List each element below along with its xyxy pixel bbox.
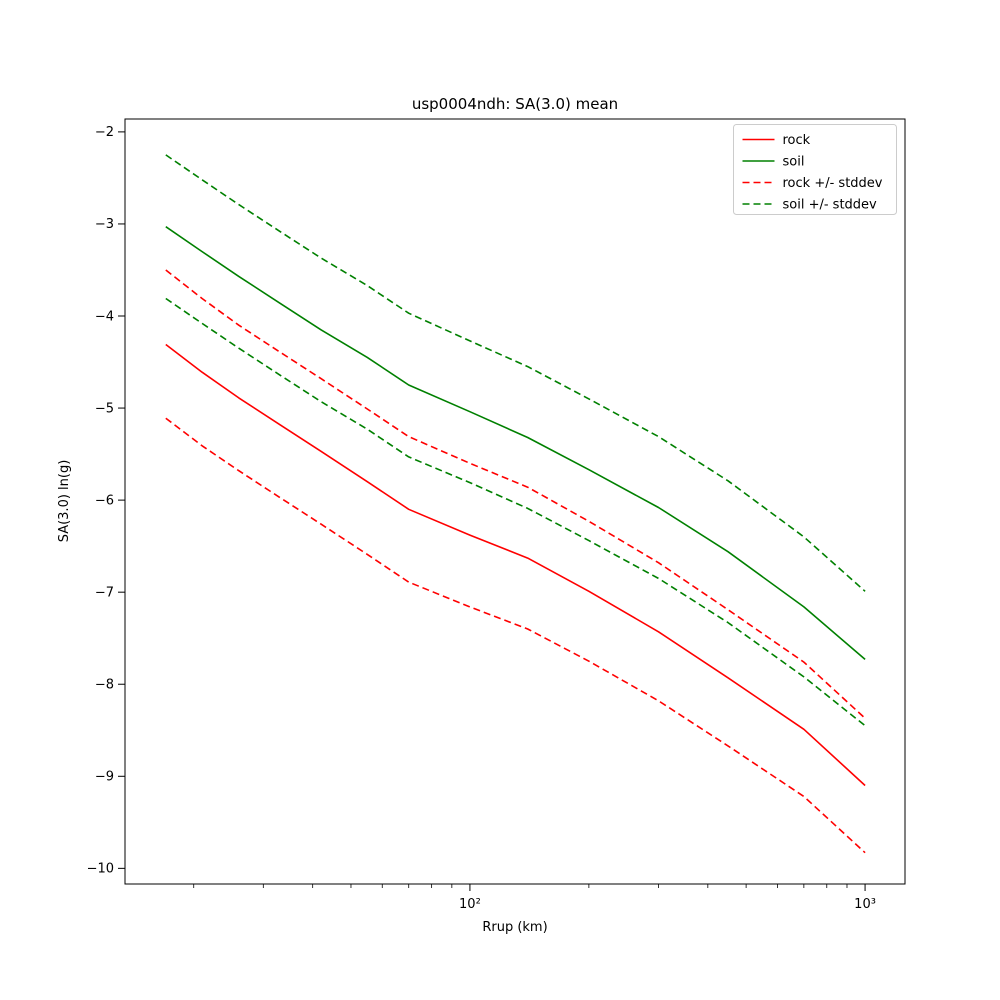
y-axis-label: SA(3.0) ln(g): [57, 460, 72, 543]
y-tick-label: −4: [95, 309, 114, 324]
axes-frame: [124, 118, 906, 885]
series-line-soil-minus-stddev: [165, 297, 866, 727]
y-tick-label: −2: [95, 125, 114, 140]
legend-label: soil: [783, 154, 805, 169]
series-line-rock-plus-stddev: [165, 269, 866, 719]
y-tick-label: −6: [95, 493, 114, 508]
legend-label: rock: [783, 133, 811, 148]
y-tick-label: −3: [95, 217, 114, 232]
x-tick-label: 10³: [854, 897, 876, 912]
series-line-rock: [165, 343, 866, 787]
series-lines: [165, 154, 866, 854]
chart-title: usp0004ndh: SA(3.0) mean: [412, 95, 618, 113]
axis-ticks: −2 −3 −4 −5 −6 −7 −8 −9 −10 10² 10³: [87, 125, 876, 912]
x-tick-label: 10²: [459, 897, 481, 912]
legend-label: soil +/- stddev: [783, 197, 878, 212]
x-axis-label: Rrup (km): [482, 920, 547, 935]
y-tick-label: −7: [95, 585, 114, 600]
y-tick-label: −5: [95, 401, 114, 416]
series-line-soil-plus-stddev: [165, 154, 866, 592]
y-tick-label: −10: [87, 862, 114, 877]
legend-box: [733, 124, 897, 215]
series-line-rock-minus-stddev: [165, 417, 866, 854]
y-tick-label: −9: [95, 770, 114, 785]
legend: rock soil rock +/- stddev soil +/- stddev: [733, 124, 897, 215]
legend-label: rock +/- stddev: [783, 176, 883, 191]
y-tick-label: −8: [95, 678, 114, 693]
series-line-soil: [165, 226, 866, 661]
